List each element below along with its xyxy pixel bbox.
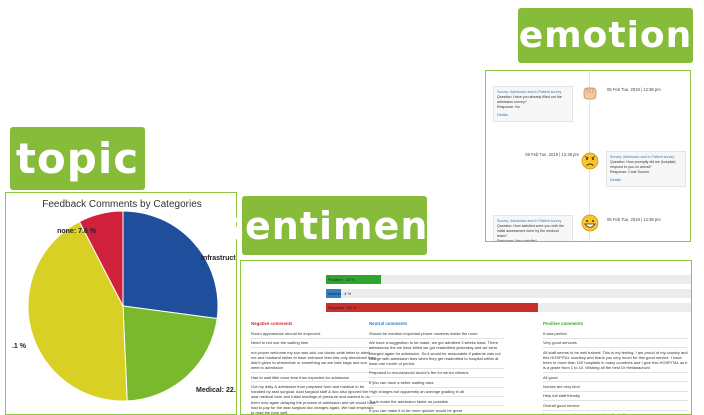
- column-heading: Neutral comments: [369, 321, 408, 326]
- eye: [586, 158, 588, 160]
- response-card: Survey: Admission and In Patient survey Q…: [493, 215, 573, 242]
- question: Question: How promptly did we (hospital)…: [610, 160, 676, 169]
- column-heading: Negative comments: [251, 321, 293, 326]
- topic-panel: Feedback Comments by Categories Infrastr…: [5, 192, 237, 415]
- comment: Had to wait little more time than expect…: [251, 373, 376, 383]
- response: Response: No: [497, 105, 520, 109]
- details-link: Details: [497, 113, 508, 117]
- comment: Room appearance should be improved.: [251, 329, 376, 339]
- comment-column: Positive comments It was perfect Very good…: [543, 321, 688, 414]
- date: 05 Feb Tue, 2019 | 12:38 pm: [525, 152, 579, 157]
- comment: Nothing to complain good service friendl…: [543, 411, 688, 414]
- eye: [586, 220, 588, 222]
- comment: All good: [543, 373, 688, 383]
- bar-fill: [326, 275, 381, 284]
- brows: [584, 156, 596, 159]
- comment: Very good services: [543, 339, 688, 348]
- emotion-panel: Survey: Admission and In Patient survey Q…: [485, 70, 691, 242]
- response: Response: Code Sooner: [610, 170, 650, 174]
- response-card: Survey: Admission and In Patient survey Q…: [606, 151, 686, 187]
- comment: Overall good service: [543, 401, 688, 411]
- comment: Try to make the admission faster as poss…: [369, 397, 504, 407]
- pie-chart: Infrastruct Medical: 22.2 .1 % none: 7.6 %: [12, 210, 237, 402]
- slice-label: none: 7.6 %: [57, 228, 97, 235]
- survey: Survey: Admission and In Patient survey: [497, 90, 562, 94]
- fist-line: [586, 88, 594, 93]
- comment: Nurses are very kind: [543, 382, 688, 392]
- column-heading: Positive comments: [543, 321, 584, 326]
- emoji: [581, 214, 599, 232]
- comment: Need to red use the waiting time: [251, 339, 376, 348]
- face: [581, 152, 599, 170]
- pie-slice: [78, 210, 124, 307]
- comment: If you can have a better waiting area: [369, 378, 504, 388]
- pie-slice: [122, 210, 219, 320]
- emotion-tag: emotion: [518, 8, 693, 63]
- comment-column: Neutral comments Should be mention import…: [369, 321, 504, 414]
- comment: Should be mention important phone number…: [369, 329, 504, 339]
- slice-label: .1 %: [12, 343, 27, 350]
- comment: not proper welcome my son was sick our d…: [251, 348, 376, 373]
- sentiment-tag: sentiment: [221, 196, 447, 255]
- response-card: Survey: Admission and In Patient survey Q…: [493, 86, 573, 122]
- question: Question: Have you already filled out th…: [497, 95, 562, 104]
- survey: Survey: Admission and In Patient survey: [497, 219, 562, 223]
- eye: [592, 220, 594, 222]
- details-link: Details: [610, 178, 621, 182]
- comment: High charges but apparently an average g…: [369, 388, 504, 397]
- sentiment-panel: Positive : 15 % Neutral : 4 % Negative : 5…: [240, 260, 692, 415]
- emoji: [583, 87, 597, 100]
- bar-track: Positive : 15 %: [326, 275, 691, 284]
- bar-label: Positive : 15 %: [328, 277, 355, 282]
- bar-label: Negative : 58 %: [328, 305, 357, 310]
- bar-fill: [326, 289, 341, 298]
- bar-track: Negative : 58 %: [326, 303, 691, 312]
- comment: It was perfect: [543, 329, 688, 339]
- chart-title: Feedback Comments by Categories: [42, 199, 202, 210]
- face: [581, 214, 599, 232]
- mouth: [586, 163, 594, 166]
- comment: If you can make it to be more quicker wo…: [369, 406, 504, 414]
- response: Response: Very satisfied: [497, 239, 537, 242]
- comment: Help full staff friendly: [543, 392, 688, 402]
- bar-label: Neutral : 4 %: [328, 291, 352, 296]
- pie-slice: [122, 305, 218, 402]
- question: Question: How satisfied were you with th…: [497, 224, 564, 238]
- slice-label: Medical: 22.2: [196, 387, 237, 394]
- topic-tag: topic: [10, 127, 145, 190]
- date: 05 Feb Tue, 2019 | 12:38 pm: [607, 217, 661, 222]
- date: 05 Feb Tue, 2019 | 12:38 pm: [607, 87, 661, 92]
- comment: Got my daily & admission from prepared f…: [251, 382, 376, 414]
- mouth: [584, 223, 596, 228]
- emoji: [581, 152, 599, 170]
- survey: Survey: Admission and In Patient survey: [610, 155, 675, 159]
- bar-track: Neutral : 4 %: [326, 289, 691, 298]
- comment: All staff seems to be well trained. This…: [543, 348, 688, 373]
- comment-column: Negative comments Room appearance should …: [251, 321, 376, 414]
- comment: Proposed to reduce/avoid doctor's fee fo…: [369, 369, 504, 379]
- slice-label: Infrastruct: [201, 255, 236, 262]
- bar-fill: [326, 303, 538, 312]
- eye: [592, 158, 594, 160]
- comment: We have a suggestion to be made, we got …: [369, 339, 504, 369]
